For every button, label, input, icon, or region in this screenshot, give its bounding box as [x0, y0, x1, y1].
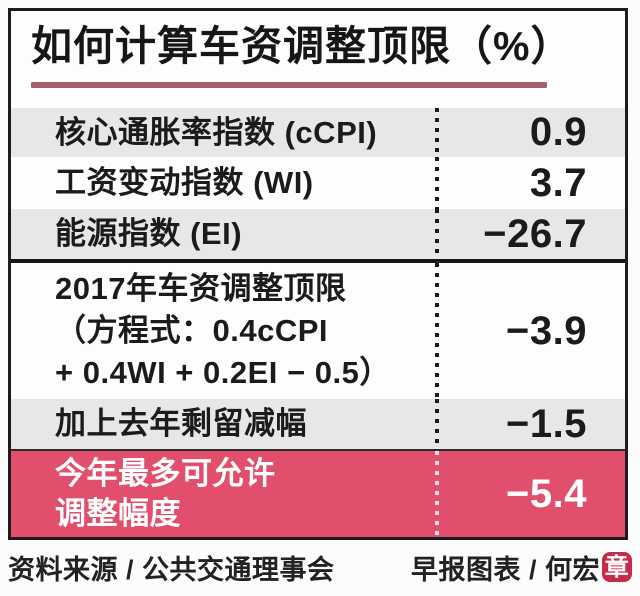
author-seal-stamp: 章: [602, 552, 632, 582]
dotted-divider: [435, 451, 439, 537]
title-underline: [31, 82, 547, 88]
byline-credit: 早报图表 / 何宏 章: [411, 548, 632, 587]
table-row-wi: 工资变动指数 (WI) 3.7: [11, 157, 625, 209]
table-row-ei: 能源指数 (EI) −26.7: [11, 209, 625, 259]
page-title: 如何计算车资调整顶限（%）: [31, 23, 573, 69]
title-block: 如何计算车资调整顶限（%）: [11, 11, 625, 108]
dotted-divider: [435, 157, 439, 209]
dotted-divider: [435, 263, 439, 399]
dotted-divider: [435, 209, 439, 259]
source-credit: 资料来源 / 公共交通理事会: [8, 554, 335, 585]
row-value: −3.9: [506, 308, 587, 353]
row-value: −26.7: [483, 211, 587, 256]
row-label: 加上去年剩留减幅: [55, 406, 307, 441]
row-value: −5.4: [506, 471, 587, 516]
fare-cap-table: 核心通胀率指数 (cCPI) 0.9 工资变动指数 (WI) 3.7 能源指数 …: [11, 108, 625, 537]
dotted-divider: [435, 399, 439, 449]
row-label: 2017年车资调整顶限 （方程式：0.4cCPI + 0.4WI + 0.2EI…: [55, 271, 391, 390]
infographic-frame: 如何计算车资调整顶限（%） 核心通胀率指数 (cCPI) 0.9 工资变动指数 …: [8, 8, 628, 540]
table-row-max-allowed: 今年最多可允许 调整幅度 −5.4: [11, 449, 625, 537]
row-label: 能源指数 (EI): [55, 216, 243, 251]
table-row-ccpi: 核心通胀率指数 (cCPI) 0.9: [11, 108, 625, 157]
row-value: 0.9: [529, 110, 587, 154]
table-row-2017-cap-formula: 2017年车资调整顶限 （方程式：0.4cCPI + 0.4WI + 0.2EI…: [11, 259, 625, 399]
byline-text: 早报图表 / 何宏: [410, 554, 600, 585]
row-label: 核心通胀率指数 (cCPI): [55, 114, 378, 150]
footer: 资料来源 / 公共交通理事会 早报图表 / 何宏 章: [8, 547, 632, 587]
row-value: −1.5: [506, 401, 587, 446]
table-row-carryover: 加上去年剩留减幅 −1.5: [11, 399, 625, 449]
row-label: 工资变动指数 (WI): [55, 165, 314, 200]
row-value: 3.7: [529, 160, 587, 205]
row-label: 今年最多可允许 调整幅度: [55, 456, 276, 531]
dotted-divider: [435, 108, 439, 157]
